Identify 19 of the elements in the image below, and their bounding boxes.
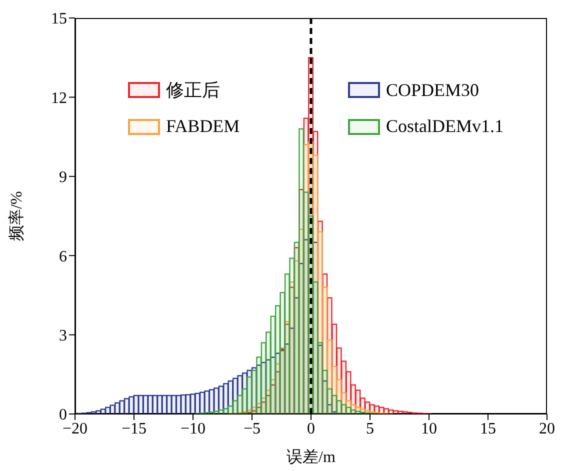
y-tick-label: 6 — [59, 248, 67, 266]
legend-label: 修正后 — [166, 79, 220, 102]
x-tick-label: 0 — [307, 420, 315, 438]
x-tick-label: 5 — [366, 420, 374, 438]
legend-label: COPDEM30 — [386, 80, 480, 100]
x-tick-label: −5 — [243, 420, 261, 438]
x-tick-label: −10 — [180, 420, 206, 438]
x-tick-label: 10 — [421, 420, 437, 438]
y-tick-label: 3 — [59, 327, 67, 344]
y-tick-label: 12 — [51, 90, 67, 107]
y-tick-label: 15 — [51, 10, 67, 28]
legend-label: FABDEM — [166, 116, 240, 137]
legend-label: CostalDEMv1.1 — [386, 116, 504, 137]
x-axis-title: 误差/m — [286, 448, 336, 466]
x-tick-label: −15 — [121, 420, 147, 438]
x-tick-label: 15 — [480, 420, 496, 438]
y-axis-title: 频率/% — [8, 191, 26, 241]
x-tick-label: 20 — [539, 420, 555, 438]
y-tick-label: 9 — [59, 169, 67, 186]
